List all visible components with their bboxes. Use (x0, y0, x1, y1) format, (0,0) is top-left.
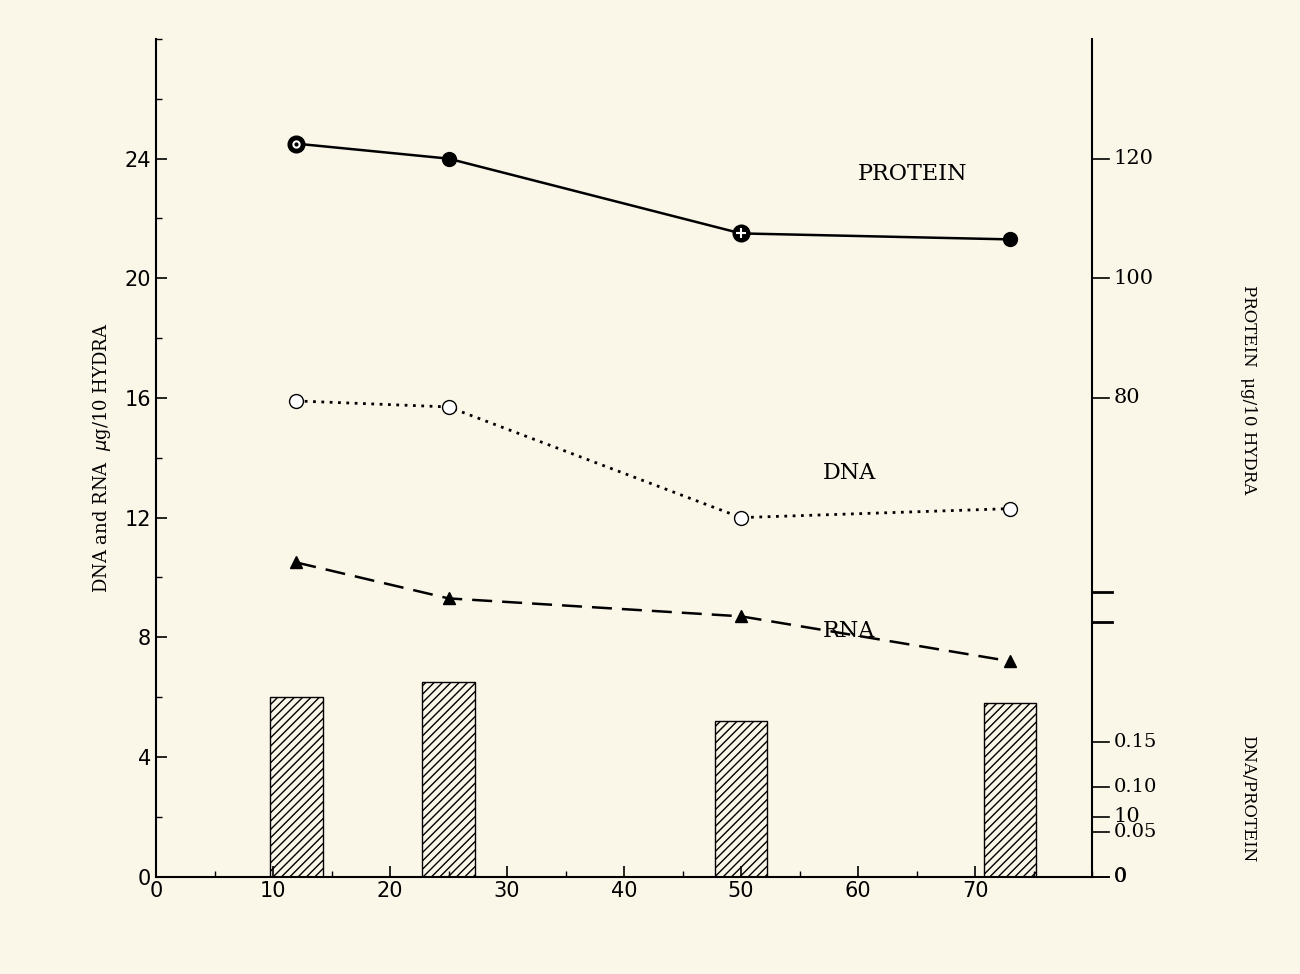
Bar (984, 703, 1036, 877)
Text: 0: 0 (1114, 868, 1126, 885)
Text: 0.05: 0.05 (1114, 823, 1157, 841)
Bar (422, 682, 474, 877)
Bar (715, 721, 767, 877)
Text: 100: 100 (1114, 269, 1153, 287)
Text: RNA: RNA (823, 620, 875, 642)
Text: 0.15: 0.15 (1114, 733, 1157, 751)
Text: DNA/PROTEIN: DNA/PROTEIN (1239, 735, 1257, 862)
Text: 0: 0 (1114, 867, 1127, 886)
Text: PROTEIN: PROTEIN (858, 163, 967, 185)
Text: 80: 80 (1114, 389, 1140, 407)
Text: 0.10: 0.10 (1114, 778, 1157, 796)
Bar (270, 697, 322, 877)
Text: DNA: DNA (823, 462, 876, 484)
Text: 120: 120 (1114, 149, 1153, 169)
Y-axis label: DNA and RNA  $\mu$g/10 HYDRA: DNA and RNA $\mu$g/10 HYDRA (91, 322, 113, 593)
Text: 10: 10 (1114, 807, 1140, 826)
Text: PROTEIN  μg/10 HYDRA: PROTEIN μg/10 HYDRA (1239, 285, 1257, 494)
